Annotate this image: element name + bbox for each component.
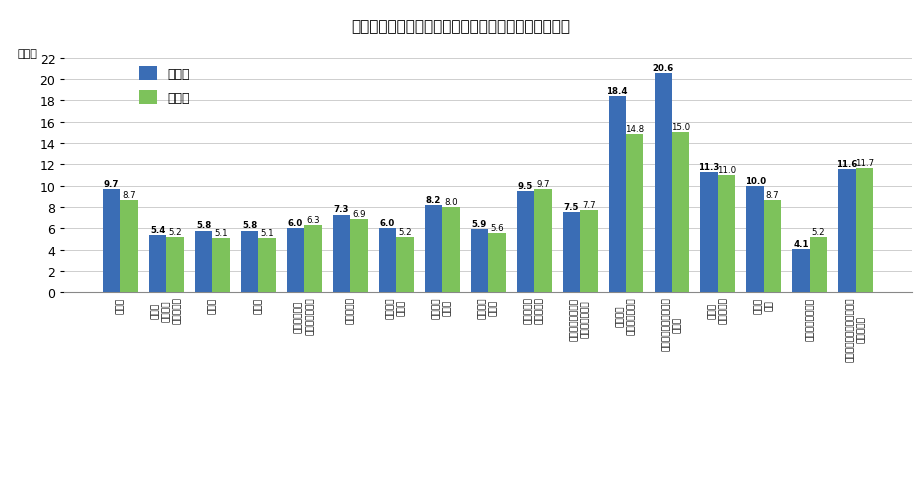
- Bar: [792, 249, 810, 293]
- Legend: 入職率, 離職率: 入職率, 離職率: [138, 67, 190, 105]
- Text: 11.3: 11.3: [698, 163, 720, 171]
- Text: 5.2: 5.2: [811, 227, 825, 236]
- Text: 8.0: 8.0: [444, 198, 458, 206]
- Text: 図３－１　産業別入職率・離職率（令和５年上半期）: 図３－１ 産業別入職率・離職率（令和５年上半期）: [351, 20, 570, 35]
- Bar: [718, 176, 735, 293]
- Bar: [672, 133, 690, 293]
- Text: 9.7: 9.7: [536, 180, 550, 188]
- Bar: [701, 172, 718, 293]
- Bar: [534, 189, 552, 293]
- Text: 10.0: 10.0: [744, 176, 765, 185]
- Text: 5.1: 5.1: [261, 228, 274, 238]
- Text: 5.8: 5.8: [242, 221, 257, 230]
- Bar: [580, 211, 598, 293]
- Bar: [350, 219, 367, 293]
- Bar: [121, 200, 138, 293]
- Text: 5.6: 5.6: [490, 223, 504, 232]
- Text: 7.3: 7.3: [333, 205, 349, 214]
- Text: 11.0: 11.0: [717, 165, 736, 175]
- Bar: [241, 231, 258, 293]
- Text: 5.9: 5.9: [472, 220, 487, 229]
- Bar: [304, 226, 321, 293]
- Text: 6.0: 6.0: [288, 219, 303, 228]
- Text: 8.7: 8.7: [765, 190, 779, 199]
- Text: 18.4: 18.4: [607, 87, 628, 96]
- Bar: [425, 205, 442, 293]
- Bar: [471, 230, 488, 293]
- Text: 6.3: 6.3: [306, 216, 320, 224]
- Bar: [488, 233, 506, 293]
- Text: 14.8: 14.8: [625, 125, 645, 134]
- Text: 15.0: 15.0: [671, 123, 690, 132]
- Text: 5.2: 5.2: [398, 227, 412, 236]
- Text: 5.8: 5.8: [196, 221, 211, 230]
- Text: 11.7: 11.7: [855, 158, 874, 167]
- Bar: [442, 207, 460, 293]
- Bar: [286, 229, 304, 293]
- Bar: [626, 135, 644, 293]
- Bar: [103, 189, 121, 293]
- Text: 8.2: 8.2: [426, 196, 441, 204]
- Text: 8.7: 8.7: [122, 190, 136, 199]
- Text: 9.7: 9.7: [104, 180, 120, 188]
- Bar: [856, 168, 873, 293]
- Bar: [838, 169, 856, 293]
- Text: 5.4: 5.4: [150, 225, 166, 234]
- Text: 7.5: 7.5: [564, 203, 579, 212]
- Text: （％）: （％）: [17, 49, 38, 59]
- Bar: [379, 229, 396, 293]
- Text: 20.6: 20.6: [653, 63, 674, 72]
- Bar: [746, 186, 764, 293]
- Text: 9.5: 9.5: [518, 182, 533, 191]
- Text: 11.6: 11.6: [836, 159, 857, 168]
- Text: 6.9: 6.9: [352, 209, 366, 218]
- Bar: [149, 235, 167, 293]
- Text: 6.0: 6.0: [379, 219, 395, 228]
- Text: 4.1: 4.1: [793, 239, 809, 248]
- Text: 5.1: 5.1: [215, 228, 227, 238]
- Bar: [332, 215, 350, 293]
- Text: 7.7: 7.7: [582, 201, 596, 210]
- Bar: [609, 97, 626, 293]
- Bar: [195, 231, 213, 293]
- Bar: [396, 238, 414, 293]
- Bar: [764, 200, 781, 293]
- Bar: [810, 238, 827, 293]
- Bar: [655, 74, 672, 293]
- Bar: [517, 192, 534, 293]
- Bar: [258, 239, 275, 293]
- Bar: [213, 239, 230, 293]
- Bar: [563, 213, 580, 293]
- Bar: [167, 238, 184, 293]
- Text: 5.2: 5.2: [169, 227, 182, 236]
